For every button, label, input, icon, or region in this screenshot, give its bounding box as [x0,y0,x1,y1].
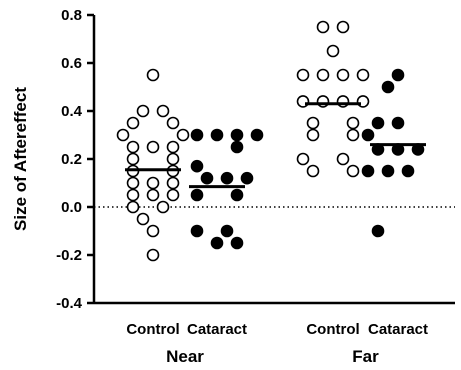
data-point [316,68,330,82]
data-point [136,212,150,226]
data-point [306,128,320,142]
x-category-label: Cataract [187,321,247,338]
data-point [176,128,190,142]
axes [87,13,455,305]
data-point [166,188,180,202]
y-tick-label: 0.2 [61,151,82,168]
data-point [391,68,405,82]
data-point [336,68,350,82]
data-point [391,116,405,130]
data-point [116,128,130,142]
y-tick-label: 0.6 [61,55,82,72]
data-point [230,140,244,154]
x-category-label: Control [126,321,179,338]
data-point [381,164,395,178]
data-point [230,128,244,142]
data-point [146,248,160,262]
data-point [146,224,160,238]
data-point [296,152,310,166]
data-point [401,164,415,178]
data-point [316,20,330,34]
data-point [361,164,375,178]
data-point [230,188,244,202]
y-tick-label: 0.8 [61,7,82,24]
data-point [190,128,204,142]
data-point [126,152,140,166]
x-category-label: Cataract [368,321,428,338]
data-point [146,68,160,82]
data-point [381,80,395,94]
data-point [371,224,385,238]
data-point [356,68,370,82]
data-point [296,68,310,82]
data-point [230,236,244,250]
y-tick-label: 0.0 [61,199,82,216]
y-axis-title: Size of Aftereffect [11,87,30,231]
group-label: Near [166,347,204,366]
data-point [220,224,234,238]
data-point [346,116,360,130]
data-point [126,176,140,190]
data-points [116,20,425,262]
data-point [126,200,140,214]
y-tick-label: 0.4 [61,103,83,120]
data-point [126,116,140,130]
data-point [346,164,360,178]
data-point [190,224,204,238]
data-point [220,171,234,185]
x-category-label: Control [306,321,359,338]
data-point [306,116,320,130]
data-point [126,140,140,154]
data-point [306,164,320,178]
mean-lines [125,102,426,189]
y-tick-label: -0.4 [56,295,83,312]
data-point [250,128,264,142]
y-tick-label: -0.2 [56,247,82,264]
data-point [361,128,375,142]
data-point [210,236,224,250]
data-point [346,128,360,142]
data-point [190,159,204,173]
data-point [210,128,224,142]
data-point [190,188,204,202]
data-point [156,200,170,214]
data-point [156,104,170,118]
group-label: Far [352,347,379,366]
data-point [336,20,350,34]
data-point [371,116,385,130]
data-point [146,140,160,154]
data-point [200,171,214,185]
data-point [146,176,160,190]
data-point [166,152,180,166]
data-point [126,188,140,202]
data-point [326,44,340,58]
labels: -0.4 -0.2 0.0 0.2 0.4 0.6 0.8 Size of Aftereffe… [11,7,428,366]
data-point [166,140,180,154]
data-point [166,116,180,130]
data-point [336,152,350,166]
data-point [240,171,254,185]
data-point [136,104,150,118]
data-point [166,176,180,190]
data-point [146,188,160,202]
